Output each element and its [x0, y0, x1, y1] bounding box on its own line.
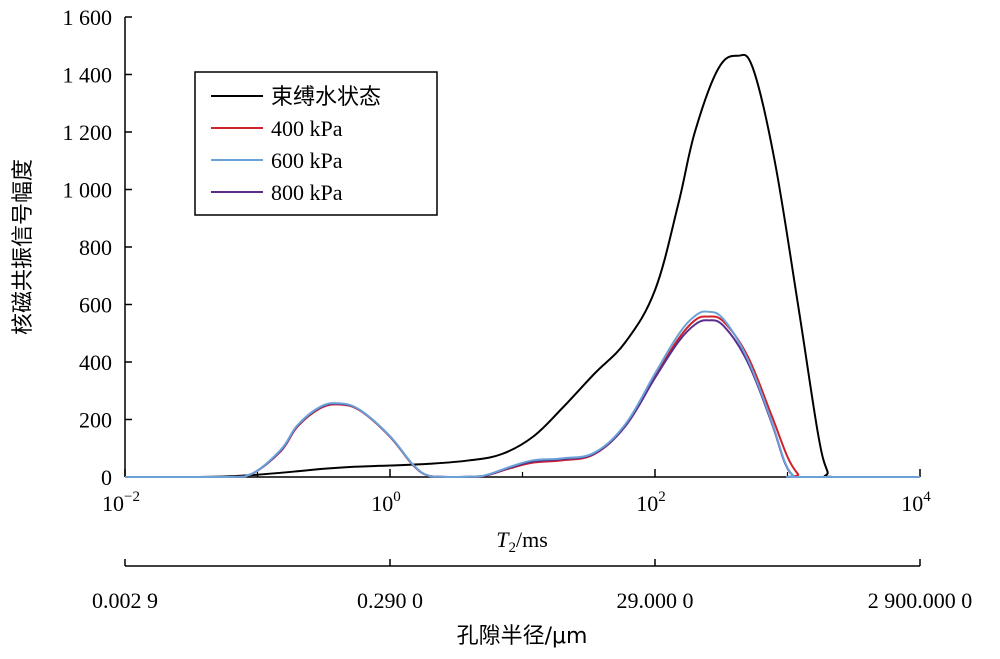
secondary-axis-label: 孔隙半径/μm — [457, 624, 588, 649]
y-tick-label: 1 600 — [63, 5, 113, 30]
series-line-0 — [125, 53, 921, 479]
secondary-tick-label: 0.290 0 — [357, 588, 423, 613]
secondary-tick-label: 2 900.000 0 — [868, 588, 973, 613]
legend: 束缚水状态 400 kPa 600 kPa 800 kPa — [194, 71, 438, 216]
series-line-2 — [125, 310, 921, 479]
y-tick-label: 1 200 — [63, 120, 113, 145]
x-tick-label: 102 — [636, 489, 666, 516]
secondary-tick-label: 29.000 0 — [617, 588, 694, 613]
x-ticks: 10−2 100 102 104 — [102, 469, 931, 516]
secondary-tick-label: 0.002 9 — [92, 588, 158, 613]
y-tick-label: 200 — [79, 408, 112, 433]
y-ticks: 0 200 400 600 800 1 000 1 200 1 400 1 600 — [63, 5, 132, 490]
y-tick-label: 400 — [79, 350, 112, 375]
legend-label: 600 kPa — [271, 148, 343, 173]
y-tick-label: 0 — [101, 465, 112, 490]
legend-label: 800 kPa — [271, 180, 343, 205]
secondary-axis: 0.002 9 0.290 0 29.000 0 2 900.000 0 — [92, 559, 972, 613]
y-tick-label: 800 — [79, 235, 112, 260]
legend-label: 400 kPa — [271, 116, 343, 141]
legend-label: 束缚水状态 — [271, 85, 381, 110]
y-tick-label: 600 — [79, 293, 112, 318]
x-axis-label: T2/ms — [496, 527, 548, 556]
series-line-1 — [125, 315, 921, 479]
series-line-3 — [125, 319, 921, 479]
x-tick-label: 100 — [371, 489, 401, 516]
y-axis-label: 核磁共振信号幅度 — [11, 159, 36, 335]
y-tick-label: 1 400 — [63, 63, 113, 88]
x-tick-label: 10−2 — [102, 489, 140, 516]
y-tick-label: 1 000 — [63, 178, 113, 203]
series-group — [125, 53, 921, 479]
x-tick-label: 104 — [901, 489, 931, 516]
